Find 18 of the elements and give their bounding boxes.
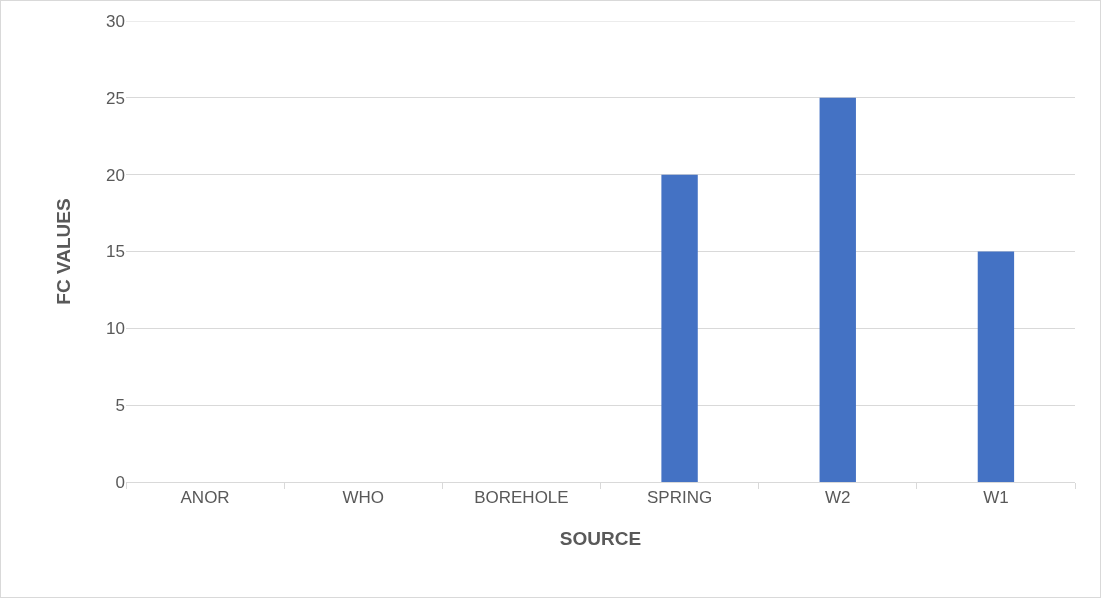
bar <box>977 251 1015 482</box>
x-tick-label: W1 <box>983 488 1009 508</box>
y-tick-label: 20 <box>106 165 125 185</box>
bar <box>661 174 698 482</box>
y-tick-label: 25 <box>106 88 125 108</box>
y-tick-label: 30 <box>106 11 125 31</box>
y-axis-title: FC VALUES <box>52 198 74 305</box>
y-tick-label: 0 <box>115 472 125 492</box>
x-tick-label: BOREHOLE <box>474 488 569 508</box>
y-tick-label: 10 <box>106 319 125 339</box>
x-tick-label: W2 <box>825 488 851 508</box>
x-axis-title: SOURCE <box>559 528 642 550</box>
x-tick-label: WHO <box>342 488 385 508</box>
x-tick-label: ANOR <box>180 488 230 508</box>
y-tick-label: 15 <box>106 242 125 262</box>
bar <box>819 97 856 482</box>
x-tick-label: SPRING <box>646 488 713 508</box>
y-tick-label: 5 <box>115 396 125 416</box>
